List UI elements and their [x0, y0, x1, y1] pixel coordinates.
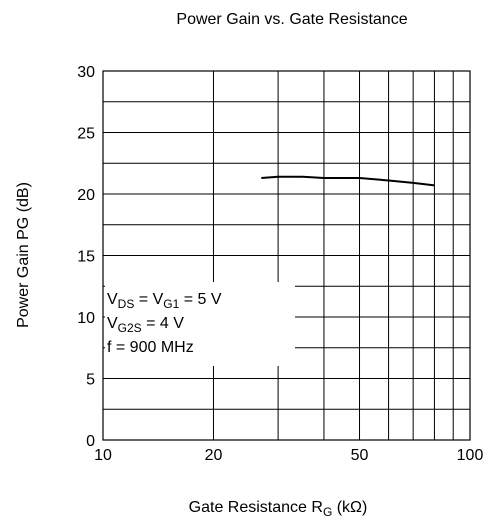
x-axis-label-text: (kΩ) — [332, 499, 367, 516]
subscript: G2S — [118, 321, 142, 335]
chart-title: Power Gain vs. Gate Resistance — [176, 11, 407, 28]
annotation-text: = V — [134, 291, 163, 308]
x-tick-label: 50 — [351, 447, 369, 464]
y-axis-label: Power Gain PG (dB) — [15, 182, 32, 328]
x-tick-label: 20 — [205, 447, 223, 464]
y-tick-label: 20 — [77, 187, 95, 204]
y-tick-label: 0 — [86, 433, 95, 450]
annotation-text: V — [107, 291, 118, 308]
x-tick-label: 100 — [457, 447, 484, 464]
y-tick-label: 25 — [77, 126, 95, 143]
annotation-text: = 5 V — [179, 291, 222, 308]
y-tick-label: 5 — [86, 372, 95, 389]
annotation: VG2S = 4 V — [107, 315, 184, 335]
subscript: G — [323, 505, 332, 519]
annotation-text: V — [107, 315, 118, 332]
annotation-box — [105, 282, 295, 366]
annotation: VDS = VG1 = 5 V — [107, 291, 222, 311]
subscript: G1 — [163, 297, 179, 311]
annotation: f = 900 MHz — [107, 339, 194, 356]
annotation-text: f = 900 MHz — [107, 339, 194, 356]
y-tick-label: 15 — [77, 249, 95, 266]
y-tick-label: 30 — [77, 64, 95, 81]
x-tick-label: 10 — [94, 447, 112, 464]
data-line — [261, 175, 435, 187]
subscript: DS — [118, 297, 135, 311]
plot-frame — [102, 70, 471, 441]
y-tick-label: 10 — [77, 310, 95, 327]
x-axis-label-text: Gate Resistance R — [189, 499, 323, 516]
annotation-text: = 4 V — [142, 315, 185, 332]
x-axis-label: Gate Resistance RG (kΩ) — [189, 499, 368, 519]
